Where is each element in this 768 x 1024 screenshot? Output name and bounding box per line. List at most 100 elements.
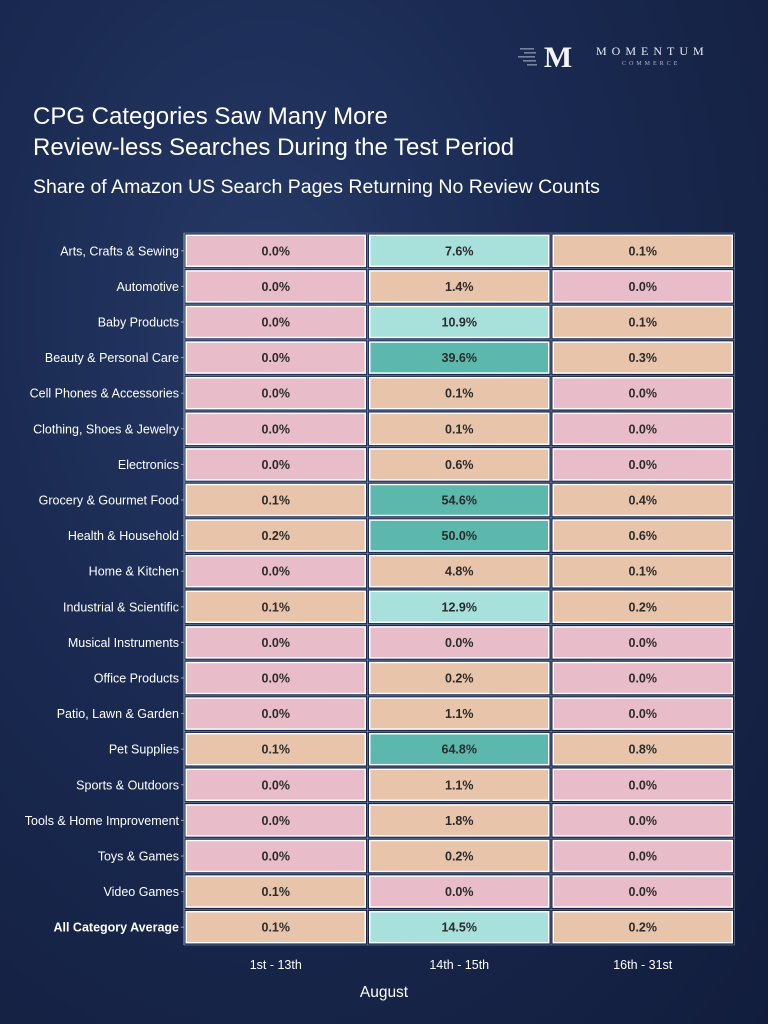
heatmap-cell [369, 875, 550, 908]
heatmap-cell [369, 839, 550, 873]
cell-value-label: 0.1% [262, 743, 291, 757]
heatmap-cell [369, 590, 550, 624]
heatmap-cell [552, 732, 733, 766]
cell-value-label: 0.0% [629, 636, 658, 650]
cell-value-label: 0.2% [445, 672, 474, 686]
cell-value-label: 1.1% [445, 778, 474, 792]
heatmap-cell [552, 519, 733, 552]
row-label: Baby Products [98, 316, 179, 330]
row-label: Home & Kitchen [89, 565, 179, 579]
brand-name: MOMENTUM [596, 44, 709, 58]
x-axis-title: August [359, 984, 409, 1001]
cell-value-label: 0.0% [262, 565, 291, 579]
heatmap-cell [185, 875, 366, 908]
momentum-logo-mark-icon: M [518, 41, 572, 72]
cell-value-label: 64.8% [442, 743, 477, 757]
heatmap-cell [369, 626, 550, 659]
cell-value-label: 0.2% [445, 850, 474, 864]
cell-value-label: 0.0% [262, 778, 291, 792]
heatmap-cell [552, 839, 733, 873]
heatmap-cell [552, 626, 733, 659]
heatmap-cell [185, 804, 366, 837]
cell-value-label: 0.1% [262, 494, 291, 508]
cell-value-label: 0.2% [262, 529, 291, 543]
cell-value-label: 0.1% [629, 316, 658, 330]
cell-value-label: 0.1% [629, 565, 658, 579]
cell-value-label: 0.0% [629, 778, 658, 792]
row-label: All Category Average [53, 921, 179, 935]
heatmap-cell [552, 590, 733, 624]
cell-value-label: 0.1% [445, 422, 474, 436]
heatmap-cell [552, 376, 733, 410]
cell-value-label: 0.0% [629, 458, 658, 472]
heatmap-cell [369, 341, 550, 374]
cell-value-label: 0.0% [262, 636, 291, 650]
heatmap-cell [369, 697, 550, 730]
cell-value-label: 10.9% [442, 316, 477, 330]
row-label: Tools & Home Improvement [25, 814, 180, 828]
cell-value-label: 39.6% [442, 351, 477, 365]
cell-value-label: 0.0% [262, 351, 291, 365]
heatmap-cell [552, 270, 733, 303]
momentum-commerce-logo: M MOMENTUM COMMERCE [518, 40, 718, 76]
cell-value-label: 12.9% [442, 600, 477, 614]
row-label: Toys & Games [98, 850, 179, 864]
cell-value-label: 0.0% [262, 458, 291, 472]
heatmap-cell [185, 554, 366, 588]
cell-value-label: 0.3% [629, 351, 658, 365]
cell-value-label: 1.8% [445, 814, 474, 828]
cell-value-label: 0.0% [262, 672, 291, 686]
heatmap-cell [185, 768, 366, 802]
row-label: Automotive [116, 280, 179, 294]
row-label: Sports & Outdoors [76, 778, 179, 792]
heatmap-cell [185, 448, 366, 481]
heatmap-cell [552, 661, 733, 695]
row-label: Grocery & Gourmet Food [39, 494, 179, 508]
svg-text:M: M [544, 41, 572, 72]
cell-value-label: 0.0% [629, 814, 658, 828]
heatmap-cell [552, 697, 733, 730]
row-label: Video Games [103, 885, 179, 899]
heatmap-cell [185, 910, 366, 944]
cell-value-label: 0.6% [629, 529, 658, 543]
cell-value-label: 0.0% [445, 636, 474, 650]
cell-value-label: 0.0% [262, 850, 291, 864]
heatmap-cell [369, 661, 550, 695]
cell-value-label: 0.1% [262, 885, 291, 899]
heatmap-cell [185, 234, 366, 268]
chart-title-line-1: CPG Categories Saw Many More [33, 103, 388, 130]
cell-value-label: 0.1% [445, 387, 474, 401]
heatmap-cell [369, 554, 550, 588]
heatmap-cell [369, 448, 550, 481]
heatmap-cell [552, 875, 733, 908]
cell-value-label: 0.4% [629, 494, 658, 508]
cell-value-label: 0.0% [629, 885, 658, 899]
row-label: Patio, Lawn & Garden [57, 707, 179, 721]
heatmap-cell [185, 305, 366, 339]
cell-value-label: 1.1% [445, 707, 474, 721]
cell-value-label: 0.0% [262, 244, 291, 258]
chart-title: CPG Categories Saw Many More Review-less… [33, 101, 733, 163]
cell-value-label: 0.1% [629, 244, 658, 258]
heatmap-cell [369, 768, 550, 802]
heatmap-cell [185, 661, 366, 695]
chart-title-line-2: Review-less Searches During the Test Per… [33, 134, 515, 161]
heatmap-cell [185, 270, 366, 303]
cell-value-label: 0.2% [629, 921, 658, 935]
cell-value-label: 0.1% [262, 600, 291, 614]
heatmap-cell [185, 376, 366, 410]
heatmap-cell [369, 270, 550, 303]
cell-value-label: 0.0% [629, 850, 658, 864]
heatmap-cell [552, 804, 733, 837]
heatmap-cell [552, 341, 733, 374]
cell-value-label: 0.1% [262, 921, 291, 935]
heatmap-cell [185, 412, 366, 446]
heatmap-cell [552, 412, 733, 446]
cell-value-label: 14.5% [442, 921, 477, 935]
heatmap-cell [369, 412, 550, 446]
heatmap-cell [369, 519, 550, 552]
heatmap-cell [185, 341, 366, 374]
cell-value-label: 0.0% [629, 422, 658, 436]
heatmap-cell [552, 554, 733, 588]
cell-value-label: 0.0% [629, 707, 658, 721]
